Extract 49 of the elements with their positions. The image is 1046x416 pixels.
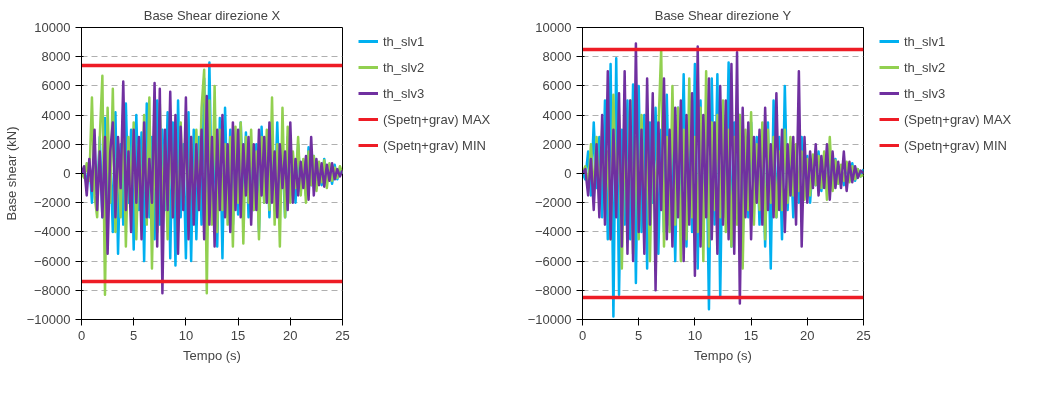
legend-label: th_slv2 xyxy=(904,59,946,75)
x-tick-label: 0 xyxy=(578,327,587,343)
x-tick-label: 20 xyxy=(283,327,298,343)
x-axis-title: Tempo (s) xyxy=(183,347,241,363)
legend-label: th_slv3 xyxy=(383,85,425,101)
x-tick-label: 5 xyxy=(635,327,643,343)
y-tick-label: 8000 xyxy=(542,49,572,65)
y-tick-label: 0 xyxy=(564,166,572,181)
x-tick-label: 15 xyxy=(743,327,759,343)
legend-label: (Spetη+grav) MIN xyxy=(383,137,486,153)
x-axis-title: Tempo (s) xyxy=(694,347,752,363)
y-tick-label: 0 xyxy=(63,166,71,181)
x-tick-label: 5 xyxy=(130,327,138,343)
y-tick-label: −2000 xyxy=(33,195,71,211)
x-tick-label: 25 xyxy=(335,327,350,343)
y-tick-label: 6000 xyxy=(41,78,71,94)
y-tick-label: −6000 xyxy=(33,253,71,269)
y-tick-label: −8000 xyxy=(534,282,572,298)
y-tick-label: 8000 xyxy=(41,49,71,65)
legend-label: th_slv2 xyxy=(383,59,425,75)
legend-label: (Spetη+grav) MAX xyxy=(904,111,1012,127)
legend-label: th_slv1 xyxy=(383,33,425,49)
legend-label: (Spetη+grav) MIN xyxy=(904,137,1007,153)
y-tick-label: −4000 xyxy=(534,224,572,240)
x-tick-label: 10 xyxy=(178,327,194,343)
x-tick-label: 20 xyxy=(800,327,815,343)
x-tick-label: 15 xyxy=(230,327,246,343)
chart-title: Base Shear direzione Y xyxy=(654,7,792,23)
legend-label: th_slv1 xyxy=(904,33,946,49)
chart-title: Base Shear direzione X xyxy=(143,7,281,23)
y-tick-label: 2000 xyxy=(542,136,572,152)
y-tick-label: 4000 xyxy=(41,107,71,123)
y-tick-label: 10000 xyxy=(535,20,572,35)
y-tick-label: −4000 xyxy=(33,224,71,240)
y-tick-label: 6000 xyxy=(542,78,572,94)
y-tick-label: 10000 xyxy=(34,20,71,35)
legend-label: (Spetη+grav) MAX xyxy=(383,111,491,127)
x-tick-label: 0 xyxy=(77,327,86,343)
x-tick-label: 10 xyxy=(687,327,703,343)
y-tick-label: −6000 xyxy=(534,253,572,269)
y-tick-label: 4000 xyxy=(542,107,572,123)
y-tick-label: −10000 xyxy=(26,312,71,327)
x-tick-label: 25 xyxy=(856,327,871,343)
y-tick-label: −10000 xyxy=(527,312,572,327)
y-axis-title: Base shear (kN) xyxy=(3,126,19,221)
y-tick-label: −2000 xyxy=(534,195,572,211)
y-tick-label: 2000 xyxy=(41,136,71,152)
y-tick-label: −8000 xyxy=(33,282,71,298)
legend-label: th_slv3 xyxy=(904,85,946,101)
